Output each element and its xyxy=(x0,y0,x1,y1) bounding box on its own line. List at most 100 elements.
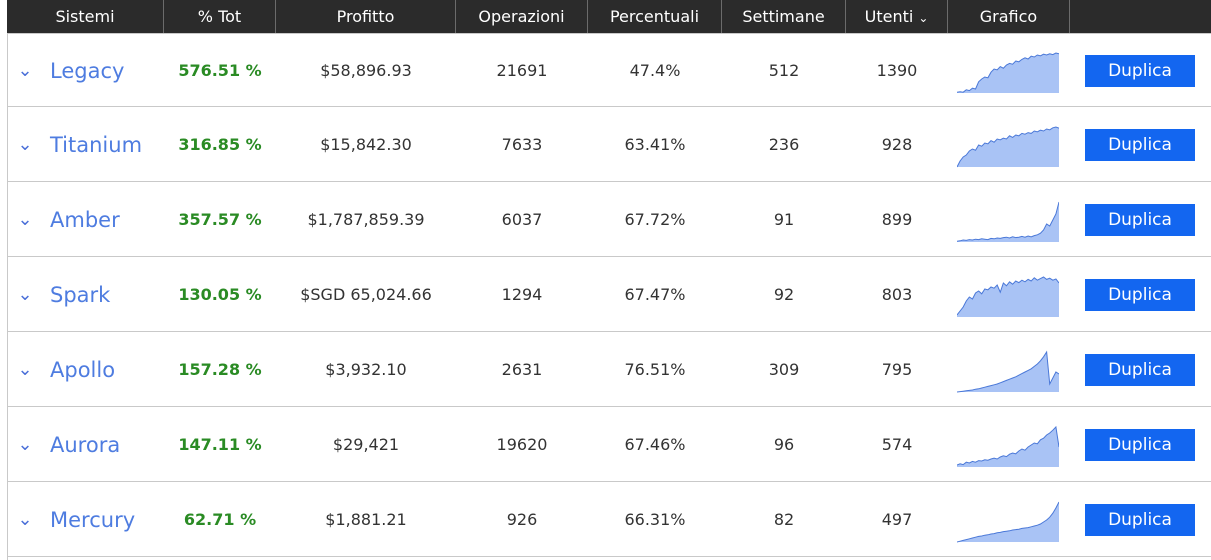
profit-value: $1,881.21 xyxy=(325,510,407,529)
system-name-link[interactable]: Apollo xyxy=(50,358,116,382)
profit-value: $3,932.10 xyxy=(325,360,407,379)
table-row: ⌄ Amber 357.57 % $1,787,859.39 6037 67.7… xyxy=(7,183,1211,257)
system-name-link[interactable]: Spark xyxy=(50,283,111,307)
operations-count: 926 xyxy=(506,510,538,529)
users-count: 899 xyxy=(881,210,913,229)
system-name-link[interactable]: Mercury xyxy=(50,508,136,532)
duplica-button[interactable]: Duplica xyxy=(1085,354,1195,386)
operations-count: 2631 xyxy=(501,360,543,379)
column-header-label: Grafico xyxy=(979,7,1038,26)
sparkline-chart xyxy=(957,275,1059,317)
sparkline-chart xyxy=(957,200,1059,242)
column-header-label: Profitto xyxy=(336,7,395,26)
sparkline-line xyxy=(957,352,1059,392)
sparkline-chart xyxy=(957,51,1059,93)
table-row: ⌄ Aurora 147.11 % $29,421 19620 67.46% 9… xyxy=(7,408,1211,482)
duplica-button[interactable]: Duplica xyxy=(1085,129,1195,161)
profit-value: $SGD 65,024.66 xyxy=(300,285,432,304)
sparkline-area xyxy=(957,277,1059,317)
duplica-button[interactable]: Duplica xyxy=(1085,204,1195,236)
tot-percent: 576.51 % xyxy=(178,61,262,80)
chevron-down-icon[interactable]: ⌄ xyxy=(17,509,33,530)
column-header-grafico[interactable]: Grafico xyxy=(948,0,1070,33)
users-count: 574 xyxy=(881,435,913,454)
sparkline-chart xyxy=(957,350,1059,394)
column-header-percentuali[interactable]: Percentuali xyxy=(588,0,722,33)
table-row: ⌄ Apollo 157.28 % $3,932.10 2631 76.51% … xyxy=(7,333,1211,407)
system-name-link[interactable]: Amber xyxy=(50,208,120,232)
weeks-count: 512 xyxy=(768,61,800,80)
table-row: ⌄ Mercury 62.71 % $1,881.21 926 66.31% 8… xyxy=(7,483,1211,557)
users-count: 803 xyxy=(881,285,913,304)
system-name-link[interactable]: Legacy xyxy=(50,59,125,83)
table-row: ⌄ Legacy 576.51 % $58,896.93 21691 47.4%… xyxy=(7,33,1211,107)
table-left-border xyxy=(7,33,8,560)
sparkline-area xyxy=(957,352,1059,392)
users-count: 497 xyxy=(881,510,913,529)
column-header-label: Sistemi xyxy=(55,7,115,26)
chevron-down-icon[interactable]: ⌄ xyxy=(17,284,33,305)
operations-count: 7633 xyxy=(501,135,543,154)
operations-count: 19620 xyxy=(496,435,548,454)
chevron-down-icon[interactable]: ⌄ xyxy=(17,209,33,230)
chevron-down-icon[interactable]: ⌄ xyxy=(17,134,33,155)
column-header-settimane[interactable]: Settimane xyxy=(722,0,846,33)
chevron-down-icon[interactable]: ⌄ xyxy=(17,359,33,380)
duplica-button[interactable]: Duplica xyxy=(1085,55,1195,87)
table-header: Sistemi % Tot Profitto Operazioni Percen… xyxy=(7,0,1211,33)
chevron-down-icon[interactable]: ⌄ xyxy=(17,434,33,455)
column-header-label: Utenti xyxy=(864,7,914,26)
tot-percent: 157.28 % xyxy=(178,360,262,379)
column-header-operazioni[interactable]: Operazioni xyxy=(456,0,588,33)
users-count: 795 xyxy=(881,360,913,379)
chevron-down-icon[interactable]: ⌄ xyxy=(17,60,33,81)
percentage-value: 66.31% xyxy=(624,510,686,529)
system-name-link[interactable]: Titanium xyxy=(50,133,143,157)
operations-count: 21691 xyxy=(496,61,548,80)
operations-count: 1294 xyxy=(501,285,543,304)
sparkline-area xyxy=(957,53,1059,93)
users-count: 1390 xyxy=(876,61,918,80)
percentage-value: 67.72% xyxy=(624,210,686,229)
column-header-tot[interactable]: % Tot xyxy=(164,0,276,33)
sparkline-area xyxy=(957,127,1059,167)
percentage-value: 76.51% xyxy=(624,360,686,379)
weeks-count: 82 xyxy=(773,510,795,529)
sparkline-line xyxy=(957,502,1059,542)
sparkline-area xyxy=(957,202,1059,242)
weeks-count: 236 xyxy=(768,135,800,154)
sparkline-line xyxy=(957,53,1059,92)
sparkline-area xyxy=(957,502,1059,542)
sparkline-line xyxy=(957,127,1059,167)
profit-value: $1,787,859.39 xyxy=(307,210,425,229)
weeks-count: 96 xyxy=(773,435,795,454)
sparkline-line xyxy=(957,202,1059,241)
tot-percent: 357.57 % xyxy=(178,210,262,229)
duplica-button[interactable]: Duplica xyxy=(1085,504,1195,536)
table-row: ⌄ Titanium 316.85 % $15,842.30 7633 63.4… xyxy=(7,108,1211,182)
tot-percent: 316.85 % xyxy=(178,135,262,154)
percentage-value: 67.47% xyxy=(624,285,686,304)
operations-count: 6037 xyxy=(501,210,543,229)
tot-percent: 62.71 % xyxy=(183,510,257,529)
column-header-label: Percentuali xyxy=(609,7,700,26)
column-header-label: Operazioni xyxy=(478,7,565,26)
sparkline-chart xyxy=(957,500,1059,544)
sparkline-chart xyxy=(957,125,1059,169)
sparkline-chart xyxy=(957,425,1059,467)
users-count: 928 xyxy=(881,135,913,154)
column-header-profitto[interactable]: Profitto xyxy=(276,0,456,33)
profit-value: $58,896.93 xyxy=(320,61,412,80)
column-header-sistemi[interactable]: Sistemi xyxy=(7,0,164,33)
chevron-down-icon: ⌄ xyxy=(918,11,929,25)
percentage-value: 63.41% xyxy=(624,135,686,154)
column-header-label: % Tot xyxy=(197,7,242,26)
system-name-link[interactable]: Aurora xyxy=(50,433,121,457)
column-header-utenti[interactable]: Utenti ⌄ xyxy=(846,0,948,33)
weeks-count: 309 xyxy=(768,360,800,379)
column-header-label: Settimane xyxy=(742,7,825,26)
sparkline-line xyxy=(957,427,1059,465)
duplica-button[interactable]: Duplica xyxy=(1085,429,1195,461)
duplica-button[interactable]: Duplica xyxy=(1085,279,1195,311)
profit-value: $29,421 xyxy=(332,435,400,454)
